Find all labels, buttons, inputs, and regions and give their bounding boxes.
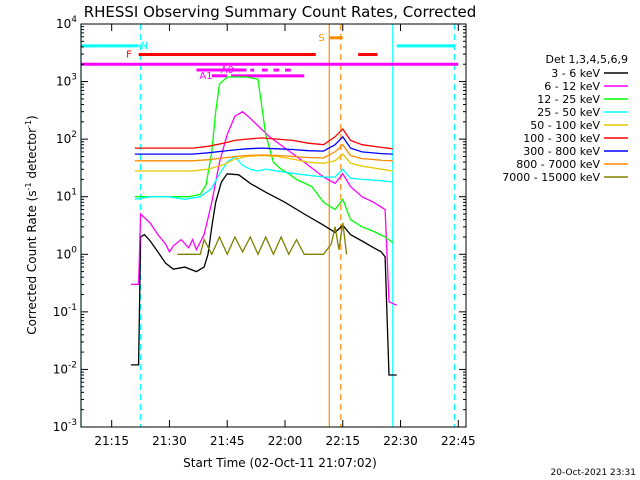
y-tick-base-4: 10 xyxy=(56,190,71,204)
legend-label-2: 12 - 25 keV xyxy=(537,93,600,106)
y-axis-label: Corrected Count Rate (s-1 detector-1) xyxy=(24,115,39,334)
legend-title: Det 1,3,4,5,6,9 xyxy=(545,53,628,66)
flag-label-4: A0 xyxy=(221,65,234,76)
series-line-4 xyxy=(134,153,393,172)
y-tick-label-4: 101 xyxy=(56,188,77,204)
y-tick-label-5: 102 xyxy=(56,130,77,146)
y-tick-exp-0: -3 xyxy=(68,418,77,428)
series-line-2 xyxy=(134,76,394,244)
legend-label-1: 6 - 12 keV xyxy=(544,80,600,93)
y-tick-label-6: 103 xyxy=(56,73,77,89)
y-tick-label-0: 10-3 xyxy=(53,418,77,434)
flag-bars: N S F A0 A1 xyxy=(81,33,459,82)
y-axis-label-part2: detector xyxy=(25,128,39,183)
y-tick-exp-2: -1 xyxy=(68,303,77,313)
series-line-7 xyxy=(134,143,393,162)
y-axis-label-sup2: -1 xyxy=(24,120,33,128)
y-tick-label-2: 10-1 xyxy=(53,303,77,319)
y-axis-label-sup1: -1 xyxy=(24,182,33,190)
legend-label-6: 300 - 800 keV xyxy=(523,145,600,158)
y-tick-base-3: 10 xyxy=(56,247,71,261)
legend-label-4: 50 - 100 keV xyxy=(530,119,600,132)
series-line-8 xyxy=(177,222,348,256)
y-tick-exp-4: 1 xyxy=(71,188,77,198)
x-tick-label-3: 22:00 xyxy=(268,434,303,448)
series-line-0 xyxy=(130,173,397,376)
y-tick-exp-7: 4 xyxy=(71,15,77,25)
flag-label-1: S xyxy=(318,33,324,44)
flag-label-5: A1 xyxy=(199,71,212,82)
series-line-6 xyxy=(134,135,393,155)
y-tick-exp-6: 3 xyxy=(71,73,77,83)
y-tick-base-2: 10 xyxy=(53,305,68,319)
legend-label-0: 3 - 6 keV xyxy=(551,67,600,80)
y-tick-base-6: 10 xyxy=(56,75,71,89)
flag-label-0: N xyxy=(141,41,148,52)
x-axis-label: Start Time (02-Oct-11 21:07:02) xyxy=(183,456,377,470)
legend-label-3: 25 - 50 keV xyxy=(537,106,600,119)
y-tick-base-5: 10 xyxy=(56,132,71,146)
y-tick-exp-1: -2 xyxy=(68,360,77,370)
plot-frame xyxy=(80,23,467,428)
y-axis-label-part3: ) xyxy=(25,115,39,120)
series-line-1 xyxy=(130,110,397,306)
y-tick-label-1: 10-2 xyxy=(53,360,77,376)
x-tick-label-2: 21:45 xyxy=(210,434,245,448)
series-line-5 xyxy=(134,127,393,150)
legend-label-8: 7000 - 15000 keV xyxy=(502,171,600,184)
y-tick-base-7: 10 xyxy=(56,17,71,31)
y-tick-base-0: 10 xyxy=(53,420,68,434)
timestamp: 20-Oct-2021 23:31 xyxy=(551,468,636,478)
x-tick-label-6: 22:45 xyxy=(441,434,476,448)
y-tick-label-3: 100 xyxy=(56,245,77,261)
x-axis-ticks: 21:15 21:30 21:45 22:00 22:15 22:30 22:45 xyxy=(94,24,476,448)
flag-label-2: F xyxy=(126,50,132,61)
series-line-3 xyxy=(134,155,393,200)
x-tick-label-5: 22:30 xyxy=(383,434,418,448)
x-tick-label-0: 21:15 xyxy=(94,434,129,448)
y-tick-exp-3: 0 xyxy=(71,245,77,255)
y-tick-label-7: 104 xyxy=(56,15,77,31)
chart-title: RHESSI Observing Summary Count Rates, Co… xyxy=(84,3,477,21)
x-tick-label-4: 22:15 xyxy=(325,434,360,448)
y-tick-exp-5: 2 xyxy=(71,130,77,140)
y-axis-label-part1: Corrected Count Rate (s xyxy=(25,190,39,334)
legend-label-5: 100 - 300 keV xyxy=(523,132,600,145)
series-group xyxy=(130,76,397,376)
legend-label-7: 800 - 7000 keV xyxy=(516,158,600,171)
y-tick-base-1: 10 xyxy=(53,362,68,376)
x-tick-label-1: 21:30 xyxy=(152,434,187,448)
